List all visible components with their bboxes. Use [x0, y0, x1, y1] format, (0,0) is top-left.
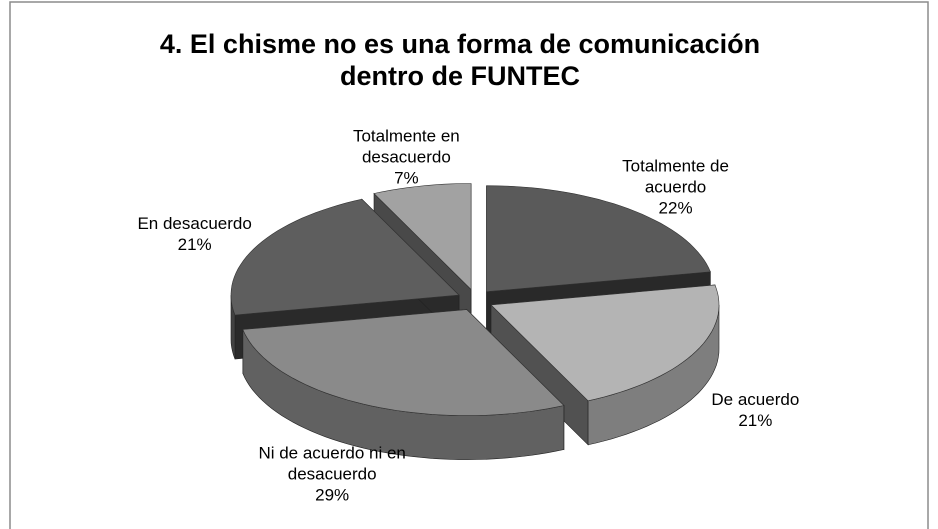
- category-label: Totalmente de acuerdo: [622, 156, 729, 197]
- slice-top: [486, 185, 711, 293]
- category-label: De acuerdo: [711, 390, 800, 410]
- slice-top: [242, 309, 565, 416]
- category-label: Totalmente en desacuerdo: [352, 126, 460, 167]
- data-label: Ni de acuerdo ni en desacuerdo 29%: [248, 443, 416, 506]
- data-label: Totalmente de acuerdo 22%: [592, 156, 760, 219]
- value-label: 21%: [738, 411, 773, 431]
- data-label: En desacuerdo 21%: [111, 213, 279, 255]
- data-label: De acuerdo 21%: [671, 389, 839, 431]
- slice-top: [490, 284, 720, 402]
- slice-top: [230, 198, 460, 316]
- value-label: 22%: [658, 198, 693, 218]
- category-label: Ni de acuerdo ni en desacuerdo: [258, 443, 406, 484]
- data-label: Totalmente en desacuerdo 7%: [322, 126, 490, 189]
- slice-top: [373, 183, 472, 291]
- value-label: 21%: [177, 234, 212, 254]
- pie-slice: [242, 308, 565, 460]
- value-label: 29%: [315, 485, 350, 505]
- category-label: En desacuerdo: [137, 213, 252, 233]
- value-label: 7%: [394, 168, 419, 188]
- pie-slice: [490, 284, 720, 446]
- chart-title: 4. El chisme no es una forma de comunica…: [159, 29, 761, 91]
